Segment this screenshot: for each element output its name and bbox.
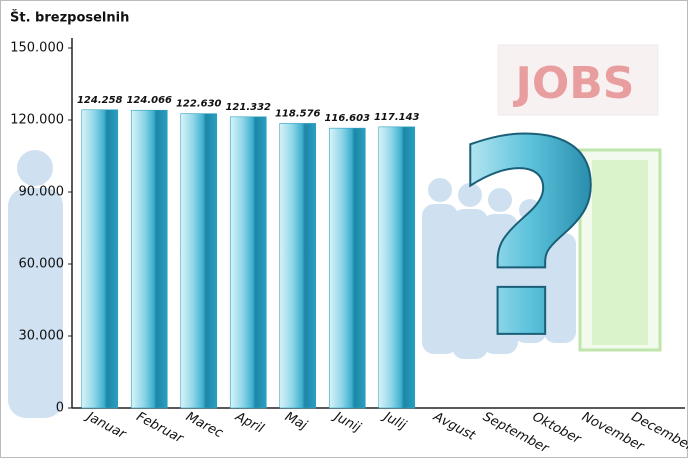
y-tick-label: 30.000 (19, 329, 65, 344)
value-label: 116.603 (324, 113, 370, 124)
y-tick-label: 60.000 (19, 257, 65, 272)
bar (130, 109, 168, 409)
y-axis-title: Št. brezposelnih (10, 10, 129, 26)
bar (229, 116, 267, 409)
bar (279, 123, 317, 409)
bar (180, 113, 218, 409)
y-tick-label: 0 (56, 401, 64, 416)
value-label: 124.258 (77, 95, 123, 106)
bar (328, 127, 366, 409)
bar (378, 126, 416, 409)
bar (81, 109, 119, 409)
value-label: 118.576 (275, 108, 321, 119)
value-label: 121.332 (225, 102, 271, 113)
value-label: 122.630 (176, 99, 222, 110)
value-label: 117.143 (374, 112, 420, 123)
value-label: 124.066 (126, 95, 172, 106)
sign-text: JOBS (512, 58, 634, 109)
y-tick-label: 120.000 (10, 113, 64, 128)
y-tick-label: 90.000 (19, 185, 65, 200)
question-mark: ? (452, 83, 609, 398)
background-illustration (8, 44, 662, 418)
y-tick-label: 150.000 (10, 41, 64, 56)
